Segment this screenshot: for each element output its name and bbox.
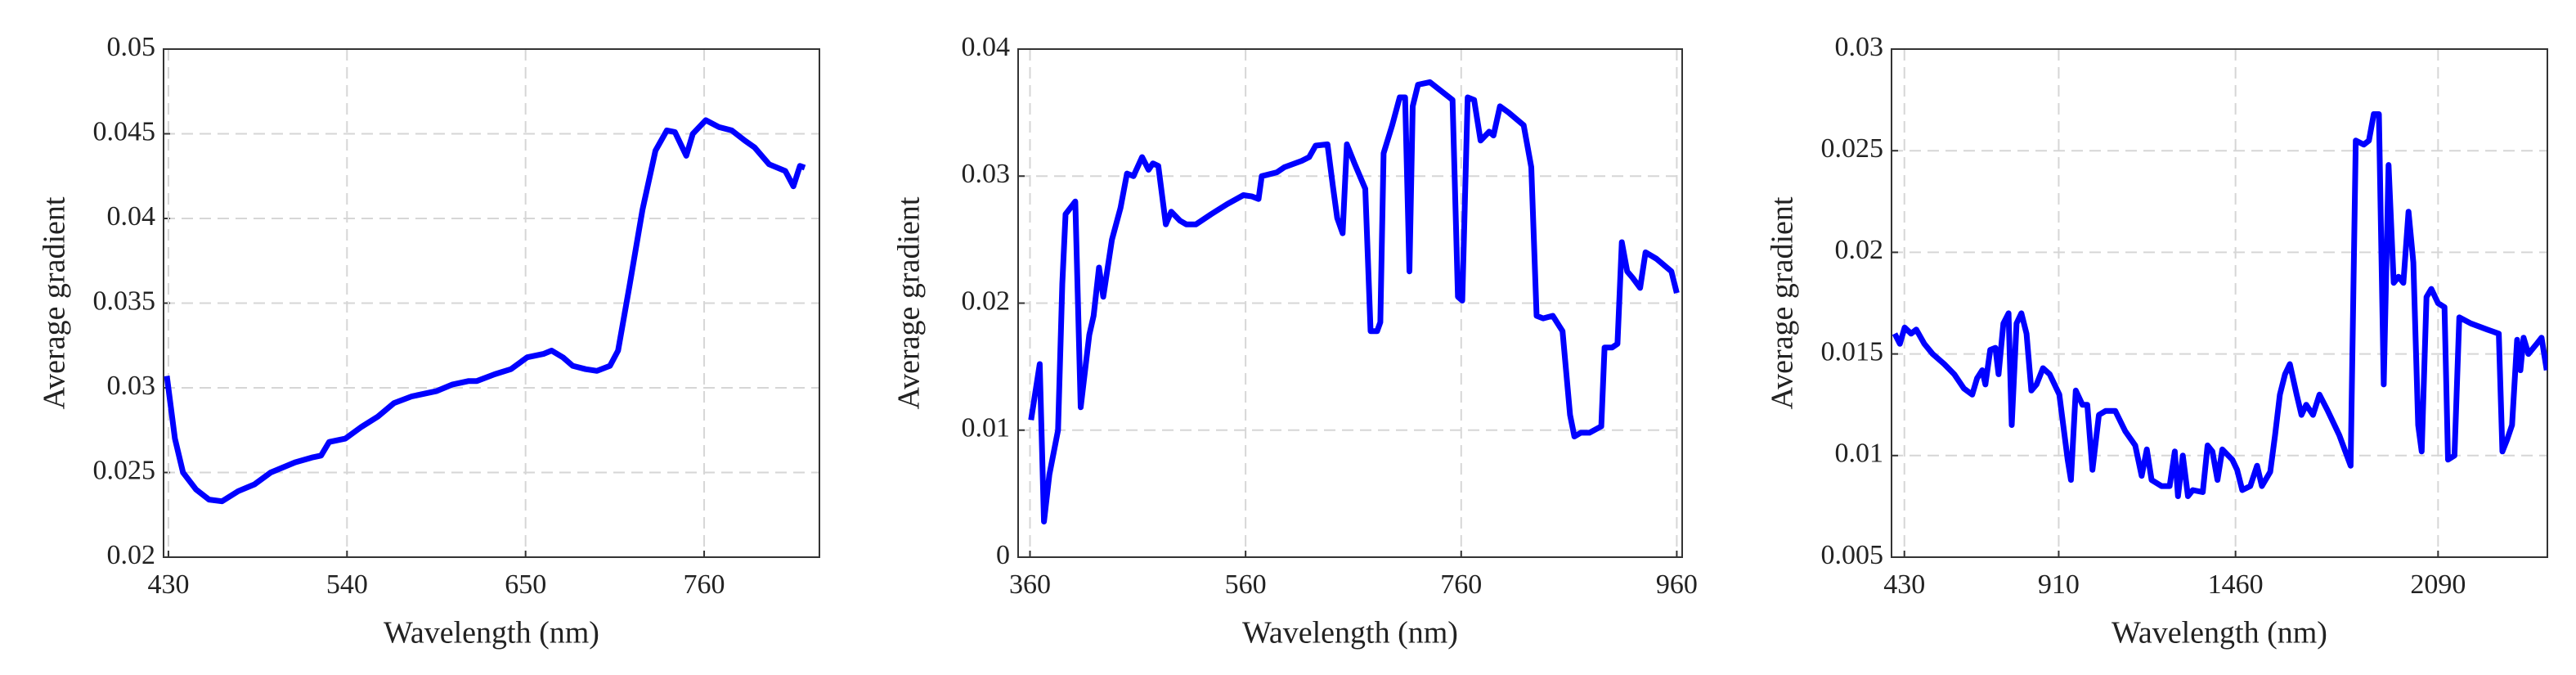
y-axis-label: Average gradient bbox=[1766, 196, 1800, 409]
y-tick-label: 0.01 bbox=[962, 413, 1011, 443]
axes-frame bbox=[163, 48, 820, 558]
chart-panel: 0 0.01 0.02 0.03 0.04 360 560 760 960 Wavelength … bbox=[892, 32, 1698, 650]
x-tick-label: 1460 bbox=[2208, 569, 2264, 600]
axes-frame bbox=[1891, 48, 2548, 558]
y-tick-label: 0.02 bbox=[962, 286, 1011, 316]
y-tick-label: 0.03 bbox=[107, 371, 156, 401]
y-tick-label: 0.03 bbox=[962, 159, 1011, 189]
x-tick-label: 560 bbox=[1225, 569, 1267, 600]
y-tick-label: 0.025 bbox=[1821, 133, 1884, 164]
data-layer bbox=[1892, 111, 2547, 499]
x-tick-label: 2090 bbox=[2410, 569, 2466, 600]
data-layer bbox=[164, 117, 806, 505]
y-tick-label: 0.02 bbox=[1835, 235, 1884, 265]
y-tick-label: 0.05 bbox=[107, 32, 156, 62]
y-tick-label: 0.04 bbox=[962, 32, 1011, 62]
y-tick-label: 0.045 bbox=[93, 116, 156, 146]
y-tick-label: 0.025 bbox=[93, 455, 156, 485]
y-tick-label: 0.01 bbox=[1835, 439, 1884, 469]
y-tick-label: 0.03 bbox=[1835, 32, 1884, 62]
y-tick-label: 0.04 bbox=[107, 201, 156, 232]
axes-frame bbox=[1017, 48, 1683, 558]
x-tick-label: 430 bbox=[147, 569, 189, 600]
x-tick-label: 540 bbox=[326, 569, 368, 600]
y-tick-label: 0.005 bbox=[1821, 540, 1884, 570]
x-tick-label: 960 bbox=[1656, 569, 1698, 600]
y-axis-label: Average gradient bbox=[38, 196, 72, 409]
chart-panel: 0.005 0.01 0.015 0.02 0.025 0.03 430 910 1460 209… bbox=[1766, 32, 2548, 650]
chart-panel: 0.02 0.025 0.03 0.035 0.04 0.045 0.05 430 540 650… bbox=[38, 32, 820, 650]
x-tick-label: 360 bbox=[1009, 569, 1051, 600]
data-layer bbox=[1028, 79, 1680, 524]
x-tick-label: 760 bbox=[684, 569, 725, 600]
data-line bbox=[1892, 111, 2547, 499]
y-axis-label: Average gradient bbox=[892, 196, 927, 409]
x-tick-label: 650 bbox=[505, 569, 546, 600]
y-tick-label: 0 bbox=[996, 540, 1010, 570]
data-line bbox=[164, 117, 806, 505]
x-tick-label: 760 bbox=[1440, 569, 1482, 600]
x-axis-label: Wavelength (nm) bbox=[384, 616, 599, 650]
y-tick-label: 0.035 bbox=[93, 286, 156, 316]
x-tick-label: 430 bbox=[1883, 569, 1925, 600]
data-line bbox=[1028, 79, 1680, 524]
x-axis-label: Wavelength (nm) bbox=[2112, 616, 2327, 650]
y-tick-label: 0.015 bbox=[1821, 336, 1884, 367]
x-tick-label: 910 bbox=[2038, 569, 2080, 600]
y-tick-label: 0.02 bbox=[107, 540, 156, 570]
x-axis-label: Wavelength (nm) bbox=[1242, 616, 1458, 650]
